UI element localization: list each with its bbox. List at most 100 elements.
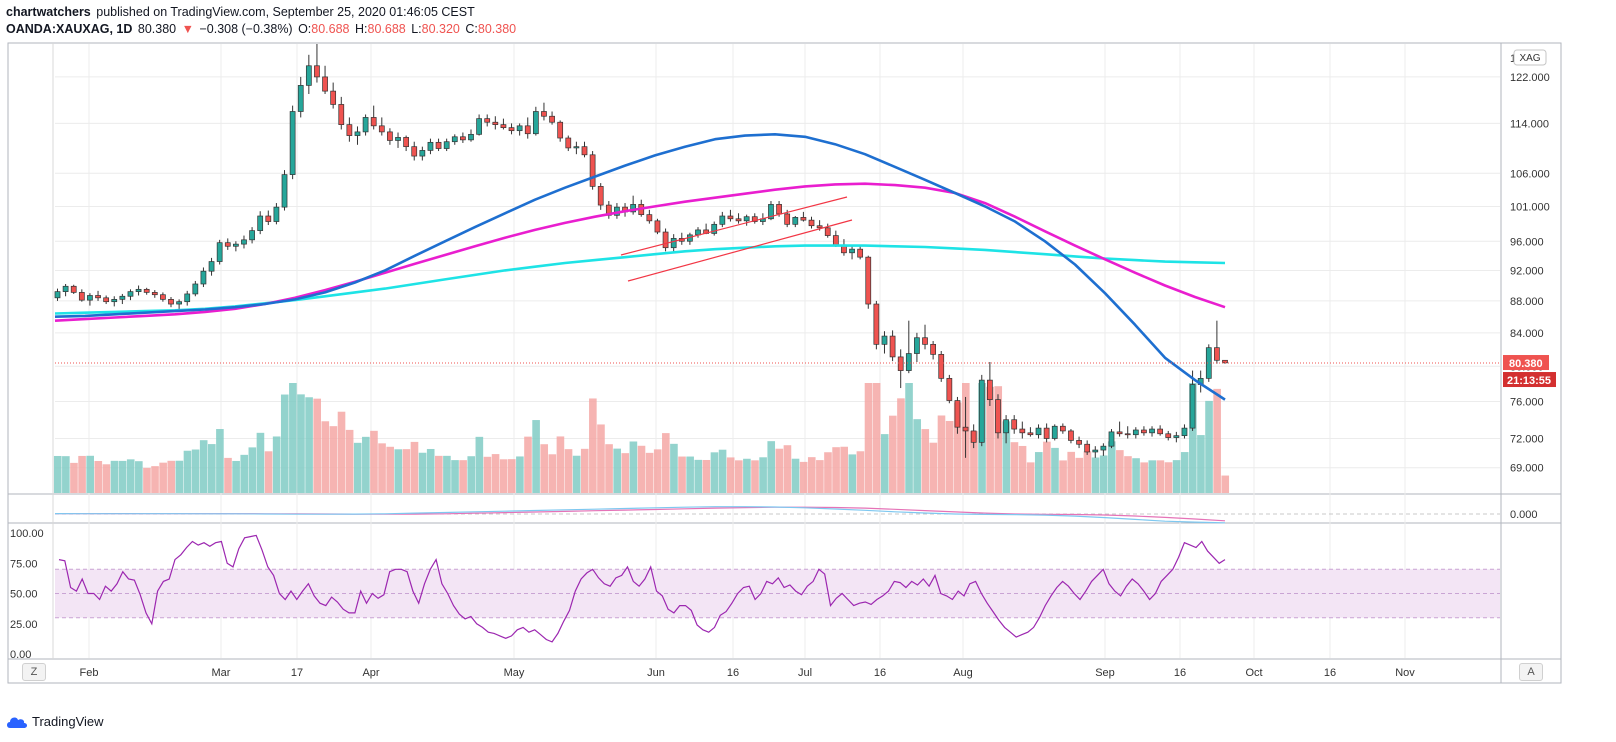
macd-tick-label: 0.000 xyxy=(1510,509,1538,521)
candle-down xyxy=(857,248,864,258)
volume-bar xyxy=(305,397,313,493)
symbol-label[interactable]: OANDA:XAUXAG, 1D xyxy=(6,22,133,36)
volume-bar xyxy=(216,429,224,493)
volume-bar xyxy=(1221,475,1230,493)
candle-down xyxy=(581,146,588,156)
price-tick-label: 84.000 xyxy=(1510,328,1544,340)
candle-down xyxy=(524,125,531,135)
volume-bar xyxy=(118,460,127,493)
volume-bar xyxy=(775,448,784,493)
candle-up xyxy=(362,117,369,133)
volume-bar xyxy=(1083,451,1092,493)
candle-down xyxy=(1165,433,1172,438)
volume-bar xyxy=(986,386,994,493)
time-tick-label: Jun xyxy=(647,667,665,679)
candle-up xyxy=(192,283,199,295)
volume-bar xyxy=(840,446,848,493)
volume-bar xyxy=(1180,452,1189,493)
volume-bar xyxy=(953,402,962,493)
volume-bar xyxy=(143,467,151,493)
candle-down xyxy=(816,225,823,229)
volume-bar xyxy=(751,460,759,493)
volume-bar xyxy=(994,386,1003,493)
volume-bar xyxy=(1140,462,1148,493)
candle-down xyxy=(922,337,928,345)
ma50-line xyxy=(54,133,1226,401)
volume-bar xyxy=(459,460,467,493)
volume-bar xyxy=(207,444,216,493)
volume-bar xyxy=(1043,441,1051,493)
candle-up xyxy=(1189,384,1196,429)
volume-bar xyxy=(1116,450,1124,493)
volume-bar xyxy=(524,436,532,493)
volume-bar xyxy=(191,449,200,493)
volume-bar xyxy=(694,459,703,493)
time-tick-label: Aug xyxy=(953,667,973,679)
candle-down xyxy=(1043,427,1050,439)
volume-bar xyxy=(289,383,297,493)
candle-up xyxy=(62,285,69,292)
volume-bar xyxy=(580,448,589,493)
volume-bar xyxy=(337,411,346,493)
volume-bar xyxy=(848,454,857,493)
volume-bar xyxy=(78,455,86,493)
candle-up xyxy=(1173,435,1180,438)
volume-bar xyxy=(402,449,411,493)
volume-bar xyxy=(232,460,240,493)
volume-bar xyxy=(686,456,694,493)
volume-bar xyxy=(491,454,500,493)
publisher-name[interactable]: chartwatchers xyxy=(6,5,91,19)
price-tick-label: 1 xyxy=(1510,53,1516,65)
volume-bar xyxy=(1205,400,1213,493)
candle-down xyxy=(160,294,166,300)
candle-up xyxy=(54,291,61,299)
auto-scale-button[interactable]: A xyxy=(1519,663,1543,681)
candle-down xyxy=(954,400,961,428)
volume-bar xyxy=(94,461,103,493)
volume-bar xyxy=(621,453,630,493)
candle-down xyxy=(314,65,320,78)
volume-bar xyxy=(921,429,930,493)
candle-down xyxy=(962,426,969,432)
candle-up xyxy=(395,137,401,141)
channel-lower-trendline xyxy=(627,219,853,282)
volume-bar xyxy=(175,460,184,493)
timezone-toggle-button[interactable]: Z xyxy=(22,663,46,681)
candle-down xyxy=(1059,425,1066,432)
volume-bar xyxy=(167,460,176,493)
ohlc-legend: OANDA:XAUXAG, 1D 80.380 ▼ −0.308 (−0.38%… xyxy=(6,22,518,36)
volume-bar xyxy=(532,420,540,493)
candle-down xyxy=(95,295,101,299)
tradingview-logo[interactable]: TradingView xyxy=(6,714,104,729)
volume-bar xyxy=(1197,435,1205,493)
candle-down xyxy=(897,356,904,371)
volume-bar xyxy=(970,431,978,493)
volume-bar xyxy=(556,436,565,493)
candle-down xyxy=(946,378,953,401)
candle-down xyxy=(832,235,839,246)
low-value: 80.320 xyxy=(421,22,460,36)
candle-up xyxy=(297,85,304,112)
candle-up xyxy=(119,295,126,300)
last-price-badge xyxy=(1503,355,1549,371)
volume-bar xyxy=(516,456,524,493)
candle-up xyxy=(281,174,288,208)
candle-down xyxy=(346,124,353,136)
volume-bar xyxy=(572,455,581,493)
candle-down xyxy=(735,218,742,222)
volume-bar xyxy=(726,457,735,493)
rsi-tick-label: 75.00 xyxy=(10,558,38,570)
tradingview-brand: TradingView xyxy=(32,714,104,729)
candle-up xyxy=(1092,449,1099,453)
candle-up xyxy=(87,295,93,301)
volume-bar xyxy=(159,462,167,493)
price-tick-label: 88.000 xyxy=(1510,296,1544,308)
volume-bar xyxy=(1091,457,1100,493)
volume-bar xyxy=(605,444,613,493)
high-value: 80.688 xyxy=(367,22,406,36)
time-tick-label: May xyxy=(504,667,525,679)
candle-down xyxy=(265,215,272,222)
candle-down xyxy=(597,186,604,206)
volume-bar xyxy=(816,460,824,493)
